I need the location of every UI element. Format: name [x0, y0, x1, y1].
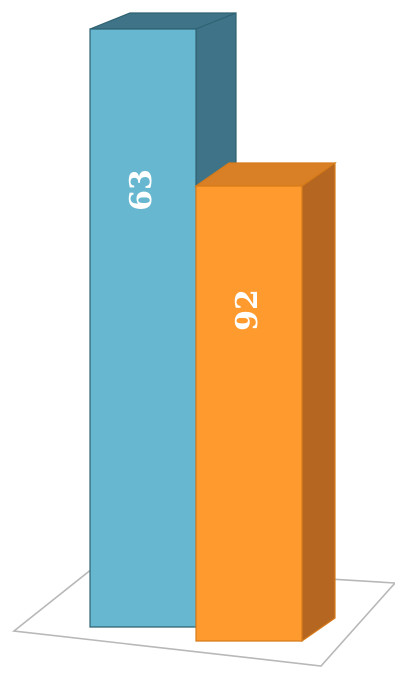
bar-group-2: 92 [194, 161, 337, 643]
bar-1-front [89, 28, 197, 628]
bar-2-value-label: 92 [230, 289, 265, 331]
bar-1-value-label: 63 [124, 169, 159, 211]
bar-2-front [195, 185, 303, 642]
bar-2-side [301, 161, 336, 643]
